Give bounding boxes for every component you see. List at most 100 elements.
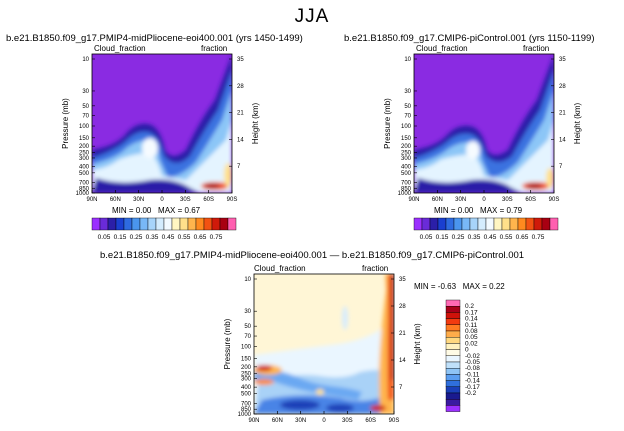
panel-3-left-label: Cloud_fraction [254, 264, 306, 273]
x-tick-label: 90N [86, 197, 97, 203]
panel-1-axes: 90N 60N 30N 0 30S 60S 90S103050701001502002503… [61, 57, 260, 203]
x-tick-label: 90S [549, 197, 560, 203]
x-tick-label: 30S [180, 197, 191, 203]
y-tick-label: 200 [401, 144, 412, 150]
colorbar-swatch [501, 217, 511, 231]
panel-2-right-label: fraction [523, 44, 550, 53]
colorbar-label: 0.25 [452, 234, 465, 241]
y-tick-label: 850 [79, 186, 90, 192]
colorbar-swatch [469, 217, 479, 231]
y-tick-label: 30 [82, 89, 89, 95]
panel-3-field [254, 274, 394, 414]
y-tick-label: 500 [79, 171, 90, 177]
colorbar-label: 0.25 [130, 234, 143, 241]
colorbar-swatch [445, 343, 461, 350]
colorbar-swatch [445, 217, 455, 231]
axes-layer: 90N 60N 30N 0 30S 60S 90S103050701001502002503… [61, 57, 582, 424]
colorbar-swatch [509, 217, 519, 231]
y-axis-label: Pressure (mb) [383, 98, 392, 149]
colorbar-swatch [445, 380, 461, 388]
panel-2-minmax: MIN = 0.00 MAX = 0.79 [434, 206, 522, 215]
y2-axis-label: Height (km) [413, 323, 422, 365]
y-tick-label: 100 [241, 345, 252, 351]
x-tick-label: 90S [227, 197, 238, 203]
colorbar-swatch [437, 217, 447, 231]
colorbar-swatch [139, 217, 149, 231]
colorbar-label: 0.75 [210, 234, 223, 241]
x-tick-label: 60S [525, 197, 536, 203]
colorbar-swatch [445, 368, 461, 375]
y2-tick-label: 7 [399, 385, 403, 391]
figure-title: JJA [294, 6, 330, 27]
x-tick-label: 60S [203, 197, 214, 203]
panel-3-axes: 90N 60N 30N 0 30S 60S 90S103050701001502002503… [223, 277, 422, 424]
colorbar-swatch [171, 217, 181, 231]
y-tick-label: 500 [241, 392, 252, 398]
y-tick-label: 700 [241, 402, 252, 408]
y-tick-label: 500 [401, 171, 412, 177]
y-tick-label: 300 [241, 377, 252, 383]
y-tick-label: 100 [79, 124, 90, 130]
x-tick-label: 0 [322, 418, 326, 424]
y2-tick-label: 14 [559, 137, 566, 143]
min-label: MIN = [112, 206, 134, 215]
y-tick-label: 1000 [398, 191, 412, 197]
colorbar-swatch [155, 217, 165, 231]
colorbar-label: 0 [465, 347, 469, 354]
colorbar-label: 0.75 [532, 234, 545, 241]
panel-2-axes: 90N 60N 30N 0 30S 60S 90S103050701001502002503… [383, 57, 582, 203]
y-tick-label: 700 [79, 181, 90, 187]
y2-axis-label: Height (km) [573, 102, 582, 144]
colorbar-label: 0.35 [146, 234, 159, 241]
colorbar-2: 0.05 0.15 0.25 0.35 0.45 0.55 0.65 0.75 [413, 217, 559, 241]
colorbar-swatch [517, 217, 527, 231]
y2-tick-label: 35 [237, 57, 244, 63]
y-axis-label: Pressure (mb) [223, 318, 232, 369]
colorbar-label: 0.05 [465, 334, 478, 341]
y-tick-label: 50 [404, 104, 411, 110]
colorbar-swatch [147, 217, 157, 231]
y-tick-label: 250 [401, 151, 412, 157]
colorbar-swatch [445, 299, 461, 307]
x-tick-label: 30N [133, 197, 144, 203]
colorbar-label: -0.2 [465, 390, 477, 397]
colorbar-swatch [445, 405, 461, 412]
colorbar-swatch [541, 217, 551, 231]
colorbar-label: 0.15 [436, 234, 449, 241]
colorbar-label: 0.45 [484, 234, 497, 241]
colorbar-swatch [461, 217, 471, 231]
colorbar-swatch [107, 217, 117, 231]
y-tick-label: 1000 [238, 412, 252, 418]
y-tick-label: 250 [79, 151, 90, 157]
colorbar-swatch [445, 312, 461, 319]
panel-3-title: b.e21.B1850.f09_g17.PMIP4-midPliocene-eo… [100, 250, 525, 261]
y-tick-label: 150 [79, 136, 90, 142]
y2-tick-label: 28 [237, 84, 244, 90]
colorbar-label: 0.65 [516, 234, 529, 241]
max-value: 0.67 [184, 206, 201, 215]
x-tick-label: 90N [248, 418, 259, 424]
y-tick-label: 70 [82, 114, 89, 120]
min-label: MIN = [414, 282, 436, 291]
y2-tick-label: 35 [559, 57, 566, 63]
colorbar-swatch [477, 217, 487, 231]
colorbar-swatch [115, 217, 125, 231]
colorbar-label: 0.17 [465, 309, 478, 316]
max-value: 0.79 [506, 206, 523, 215]
y2-tick-label: 21 [237, 111, 244, 117]
panel-3-right-label: fraction [362, 264, 389, 273]
y2-tick-label: 28 [399, 304, 406, 310]
colorbar-swatch [445, 337, 461, 344]
panel-2-left-label: Cloud_fraction [416, 44, 468, 53]
x-tick-label: 30N [295, 418, 306, 424]
colorbar-swatch [413, 217, 423, 231]
y-tick-label: 70 [404, 114, 411, 120]
x-tick-label: 30S [502, 197, 513, 203]
colorbar-swatch [203, 217, 213, 231]
colorbar-label: 0.2 [465, 303, 474, 310]
x-tick-label: 90S [389, 418, 400, 424]
colorbar-1: 0.05 0.15 0.25 0.35 0.45 0.55 0.65 0.75 [91, 217, 237, 241]
min-value: -0.63 [437, 282, 457, 291]
y-tick-label: 10 [244, 277, 251, 283]
x-tick-label: 90N [408, 197, 419, 203]
